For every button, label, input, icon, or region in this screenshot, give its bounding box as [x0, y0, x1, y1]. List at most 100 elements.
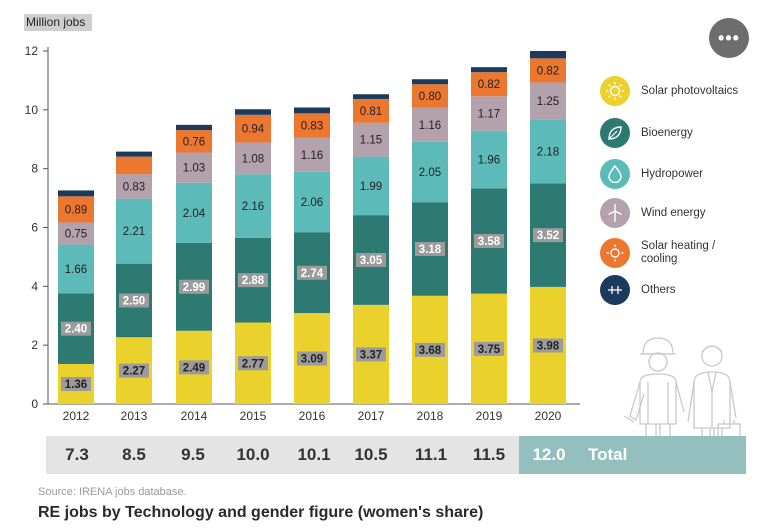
bar-segment [58, 244, 94, 294]
total-value-2018: 11.1 [414, 445, 448, 464]
bar-segment [58, 222, 94, 245]
y-tick-label: 12 [25, 44, 39, 58]
bar-segment [471, 96, 507, 131]
legend-label: Hydropower [641, 167, 703, 180]
data-label: 0.83 [123, 181, 145, 193]
total-value-2019: 11.5 [472, 445, 506, 464]
legend-label: Wind energy [641, 206, 706, 219]
x-tick-label: 2016 [299, 409, 326, 423]
y-tick-label: 0 [31, 397, 38, 411]
more-options-button[interactable]: ••• [709, 18, 749, 58]
data-label: 1.03 [183, 163, 205, 175]
data-label-box [356, 253, 386, 268]
data-label-box [238, 273, 268, 288]
data-label-box [119, 363, 149, 378]
data-label: 0.76 [183, 136, 205, 148]
total-value-2016: 10.1 [297, 445, 331, 464]
data-label: 0.89 [65, 204, 87, 216]
data-label: 2.21 [123, 226, 145, 238]
network-icon [600, 275, 630, 305]
x-tick-label: 2012 [63, 409, 90, 423]
data-label: 1.96 [478, 155, 500, 167]
data-label: 3.98 [537, 340, 560, 352]
total-highlight [519, 436, 746, 474]
bar-segment [235, 109, 271, 115]
y-tick-label: 4 [31, 279, 38, 293]
data-label: 0.83 [301, 121, 323, 133]
bar-segment [530, 58, 566, 83]
data-label-box [238, 356, 268, 371]
data-label: 2.04 [183, 208, 206, 220]
total-value-2012: 7.3 [65, 445, 89, 464]
bar-segment [116, 156, 152, 175]
data-label: 2.06 [301, 197, 323, 209]
x-tick-label: 2017 [358, 409, 385, 423]
data-label: 3.09 [301, 354, 323, 366]
y-tick-label: 2 [31, 338, 38, 352]
data-label-box [415, 342, 445, 357]
data-label: 2.77 [242, 358, 264, 370]
data-label: 1.16 [301, 150, 323, 162]
data-label: 2.49 [183, 362, 205, 374]
water-drop-icon [600, 159, 630, 189]
data-label: 1.16 [419, 120, 441, 132]
data-label: 3.18 [419, 244, 442, 256]
data-label-box [415, 241, 445, 256]
data-label-box [533, 338, 563, 353]
bar-segment [235, 142, 271, 175]
total-value-2013: 8.5 [122, 445, 146, 464]
data-label: 2.05 [419, 167, 441, 179]
data-label: 0.94 [242, 124, 265, 136]
bar-segment [353, 98, 389, 123]
y-tick-label: 10 [25, 103, 39, 117]
data-label-box [119, 293, 149, 308]
data-label: 3.05 [360, 255, 383, 267]
data-label: 3.52 [537, 230, 559, 242]
figure-caption: RE jobs by Technology and gender figure … [38, 504, 484, 521]
bar-segment [530, 82, 566, 120]
bar-segment [353, 122, 389, 157]
legend-label: Bioenergy [641, 126, 693, 139]
bar-segment [412, 141, 448, 203]
x-tick-label: 2020 [535, 409, 562, 423]
data-label: 1.25 [537, 96, 559, 108]
legend-item-solar-heating: Solar heating / cooling [600, 238, 741, 268]
data-label: 3.58 [478, 236, 501, 248]
sun-icon [600, 76, 630, 106]
data-label-box [533, 228, 563, 243]
bar-segment [471, 67, 507, 73]
sun-heat-icon [600, 238, 630, 268]
data-label: 2.27 [123, 366, 145, 378]
bar-segment [412, 84, 448, 108]
source-note: Source: IRENA jobs database. [38, 486, 187, 498]
data-label: 2.99 [183, 282, 205, 294]
bar-segment [235, 114, 271, 143]
bar-segment [294, 137, 330, 172]
data-label-box [474, 234, 504, 249]
bar-segment [530, 51, 566, 59]
bar-segment [176, 152, 212, 183]
data-label: 3.37 [360, 349, 382, 361]
data-label-box [179, 360, 209, 375]
legend-item-wind: Wind energy [600, 198, 741, 228]
x-tick-label: 2015 [240, 409, 267, 423]
data-label: 1.08 [242, 153, 264, 165]
x-tick-label: 2018 [417, 409, 444, 423]
data-label-box [179, 279, 209, 294]
bar-segment [294, 113, 330, 138]
total-value-2017: 10.5 [354, 445, 388, 464]
legend-item-solar-pv: Solar photovoltaics [600, 76, 741, 106]
data-label: 1.99 [360, 181, 382, 193]
bar-segment [353, 94, 389, 99]
data-label-box [61, 321, 91, 336]
legend-label: Others [641, 283, 676, 296]
wind-turbine-icon [600, 198, 630, 228]
data-label: 3.68 [419, 345, 442, 357]
data-label: 0.75 [65, 229, 87, 241]
bar-segment [530, 119, 566, 184]
bar-segment [353, 156, 389, 216]
more-icon: ••• [718, 27, 740, 48]
data-label: 2.50 [123, 295, 145, 307]
data-label: 2.16 [242, 201, 264, 213]
bar-segment [235, 174, 271, 238]
